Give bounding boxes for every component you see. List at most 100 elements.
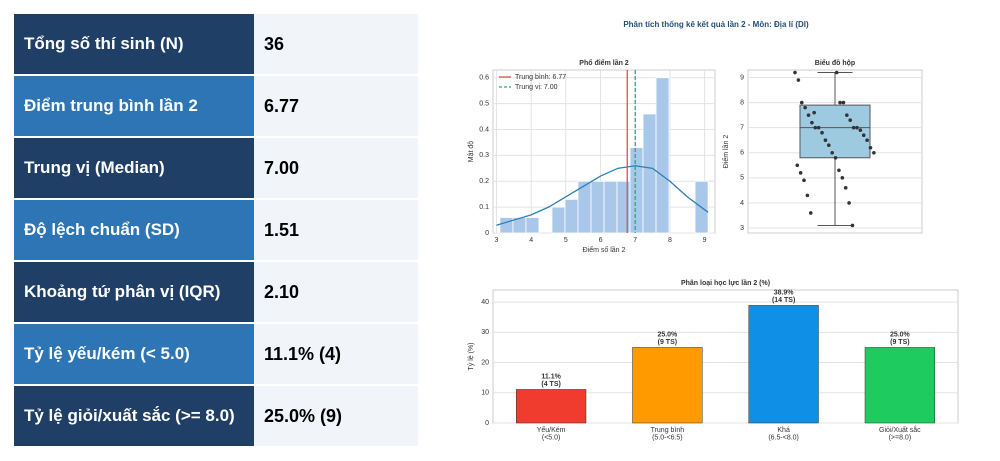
data-point bbox=[861, 133, 866, 137]
table-row: Tổng số thí sinh (N) 36 bbox=[14, 14, 418, 76]
value-cell: 36 bbox=[254, 14, 418, 76]
value-cell: 7.00 bbox=[254, 138, 418, 200]
data-point bbox=[847, 201, 851, 205]
y-tick-label: 10 bbox=[481, 390, 489, 397]
value-cell: 6.77 bbox=[254, 76, 418, 138]
value-cell: 1.51 bbox=[254, 200, 418, 262]
x-tick-label: Yếu/Kém (<5.0) bbox=[537, 425, 566, 442]
data-point bbox=[841, 100, 846, 105]
chart-title: Phổ điểm lần 2 bbox=[579, 58, 629, 67]
data-point bbox=[810, 120, 814, 125]
value-cell: 2.10 bbox=[254, 262, 418, 324]
x-tick-label: 7 bbox=[633, 237, 637, 244]
x-tick-label: Giỏi/Xuất sắc (>=8.0) bbox=[879, 425, 921, 442]
label-cell: Tỷ lệ giỏi/xuất sắc (>= 8.0) bbox=[14, 386, 254, 448]
y-tick-label: 5 bbox=[740, 175, 744, 182]
label-cell: Trung vị (Median) bbox=[14, 138, 254, 200]
label-cell: Tỷ lệ yếu/kém (< 5.0) bbox=[14, 324, 254, 386]
y-tick-label: 3 bbox=[740, 225, 744, 232]
y-tick-label: 0.4 bbox=[479, 126, 489, 133]
y-tick-label: 0.6 bbox=[479, 75, 489, 82]
data-point bbox=[833, 155, 838, 160]
y-tick-label: 40 bbox=[481, 299, 489, 306]
table-row: Tỷ lệ giỏi/xuất sắc (>= 8.0) 25.0% (9) bbox=[14, 386, 418, 448]
bar bbox=[551, 206, 566, 234]
y-tick-label: 0.1 bbox=[479, 204, 489, 211]
data-point bbox=[872, 150, 876, 155]
data-point bbox=[840, 176, 845, 180]
data-point bbox=[793, 70, 797, 75]
x-tick-label: Trung bình (5.0-<6.5) bbox=[651, 427, 685, 442]
chart-title: Biểu đồ hộp bbox=[815, 58, 855, 67]
table-row: Trung vị (Median) 7.00 bbox=[14, 138, 418, 200]
bar bbox=[603, 180, 618, 234]
legend-label: Trung bình: 6.77 bbox=[515, 74, 566, 81]
bar bbox=[864, 347, 935, 424]
x-axis-label: Điểm số lần 2 bbox=[583, 245, 626, 254]
label-cell: Điểm trung bình lần 2 bbox=[14, 76, 254, 138]
y-tick-label: 6 bbox=[740, 150, 744, 157]
value-label: 11.1% (4 TS) bbox=[541, 373, 561, 388]
y-tick-label: 0 bbox=[485, 230, 489, 237]
legend-label: Trung vị: 7.00 bbox=[515, 84, 558, 91]
y-tick-label: 0 bbox=[485, 420, 489, 427]
data-point bbox=[834, 70, 839, 75]
data-point bbox=[808, 211, 813, 215]
data-point bbox=[823, 138, 828, 143]
data-point bbox=[816, 125, 821, 130]
data-point bbox=[838, 100, 842, 105]
data-point bbox=[851, 125, 856, 130]
stats-table: Tổng số thí sinh (N) 36 Điểm trung bình lầ… bbox=[14, 14, 418, 448]
data-point bbox=[795, 163, 800, 168]
label-cell: Khoảng tứ phân vị (IQR) bbox=[14, 262, 254, 324]
x-tick-label: 5 bbox=[564, 237, 568, 244]
suptitle: Phân tích thống kê kết quả lần 2 - Môn: … bbox=[623, 20, 809, 29]
value-label: 25.0% (9 TS) bbox=[657, 331, 678, 346]
y-tick-label: 8 bbox=[740, 99, 744, 106]
y-tick-label: 0.5 bbox=[479, 100, 489, 107]
data-point bbox=[855, 125, 859, 130]
bar bbox=[516, 389, 587, 424]
y-tick-label: 4 bbox=[740, 200, 744, 207]
data-point bbox=[868, 145, 873, 150]
data-point bbox=[858, 128, 863, 132]
data-point bbox=[865, 138, 869, 143]
data-point bbox=[806, 113, 811, 117]
data-point bbox=[827, 143, 831, 148]
data-point bbox=[820, 130, 824, 135]
table-row: Khoảng tứ phân vị (IQR) 2.10 bbox=[14, 262, 418, 324]
table-row: Điểm trung bình lần 2 6.77 bbox=[14, 76, 418, 138]
bar bbox=[748, 305, 819, 424]
bar bbox=[655, 77, 670, 234]
y-axis-label: Điểm lần 2 bbox=[721, 135, 730, 169]
x-tick-label: 6 bbox=[599, 237, 603, 244]
x-tick-label: 8 bbox=[668, 237, 672, 244]
bar bbox=[616, 180, 631, 234]
value-label: 25.0% (9 TS) bbox=[890, 331, 911, 346]
value-cell: 25.0% (9) bbox=[254, 386, 418, 448]
data-point bbox=[805, 193, 810, 198]
value-cell: 11.1% (4) bbox=[254, 324, 418, 386]
bar bbox=[629, 147, 644, 234]
box bbox=[799, 104, 871, 159]
label-cell: Độ lệch chuẩn (SD) bbox=[14, 200, 254, 262]
bar bbox=[499, 217, 514, 234]
data-point bbox=[845, 113, 849, 117]
data-point bbox=[802, 178, 806, 183]
x-tick-label: Khá (6.5-<8.0) bbox=[768, 427, 799, 442]
bar bbox=[564, 198, 579, 234]
bar bbox=[590, 180, 605, 234]
x-tick-label: 9 bbox=[703, 237, 707, 244]
table-row: Độ lệch chuẩn (SD) 1.51 bbox=[14, 200, 418, 262]
y-tick-label: 30 bbox=[481, 329, 489, 336]
data-point bbox=[850, 223, 855, 228]
data-point bbox=[843, 186, 848, 190]
label-cell: Tổng số thí sinh (N) bbox=[14, 14, 254, 76]
data-point bbox=[812, 110, 816, 115]
bar bbox=[525, 217, 540, 234]
y-tick-label: 7 bbox=[740, 125, 744, 132]
data-point bbox=[803, 105, 807, 110]
y-tick-label: 20 bbox=[481, 359, 489, 366]
